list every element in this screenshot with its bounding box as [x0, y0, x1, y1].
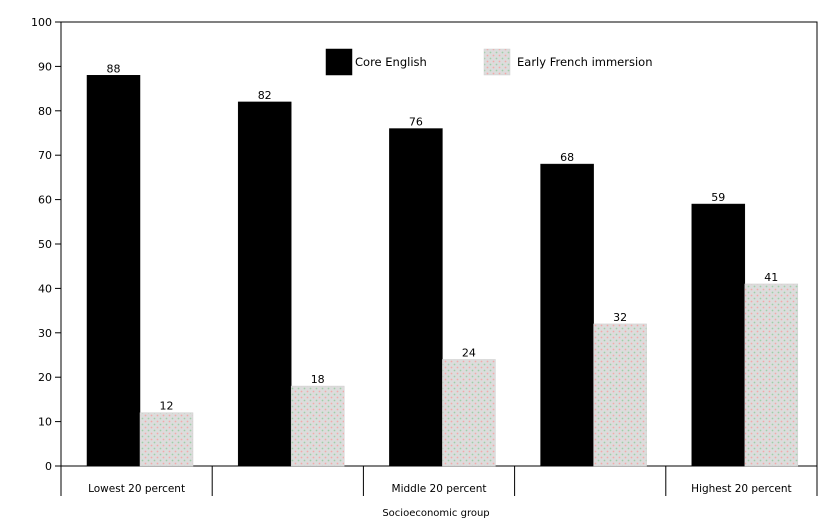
- y-tick-label: 0: [45, 460, 52, 473]
- bar-value-label: 24: [462, 346, 476, 359]
- y-tick-label: 80: [38, 105, 52, 118]
- bar-core-english: [540, 163, 594, 467]
- y-tick-label: 90: [38, 60, 52, 73]
- bar-value-label: 12: [160, 400, 174, 413]
- x-tick-label: Middle 20 percent: [392, 483, 487, 495]
- bar-value-label: 88: [107, 62, 121, 75]
- bar-early-french-immersion: [139, 412, 194, 467]
- bar-core-english: [389, 128, 443, 467]
- bar-value-label: 18: [311, 373, 325, 386]
- y-tick-label: 30: [38, 327, 52, 340]
- bar-value-label: 41: [764, 271, 778, 284]
- y-tick-label: 50: [38, 238, 52, 251]
- y-axis: 0 10 20 30 40 50 60 70 80 90 100: [31, 16, 62, 473]
- y-tick-label: 60: [38, 194, 52, 207]
- y-tick-label: 40: [38, 282, 52, 295]
- bar-early-french-immersion: [290, 385, 345, 467]
- legend-swatch-core-english: [325, 48, 353, 76]
- legend-label-early-french-immersion: Early French immersion: [517, 55, 653, 69]
- bar-core-english: [237, 101, 292, 467]
- legend-label-core-english: Core English: [355, 55, 427, 69]
- y-tick-label: 70: [38, 149, 52, 162]
- bar-value-label: 76: [409, 116, 423, 129]
- y-tick-label: 20: [38, 371, 52, 384]
- bar-value-label: 59: [711, 191, 725, 204]
- x-axis: Lowest 20 percent Middle 20 percent Highes…: [60, 466, 818, 496]
- bar-value-labels: 88 82 76 68 59 12 18 24 32 41: [107, 62, 779, 412]
- bar-early-french-immersion: [593, 323, 647, 467]
- y-tick-label: 10: [38, 416, 52, 429]
- bar-core-english: [86, 75, 141, 467]
- bar-early-french-immersion: [744, 283, 799, 467]
- bar-core-english: [691, 203, 746, 467]
- y-tick-label: 100: [31, 16, 52, 29]
- x-axis-title: Socioeconomic group: [382, 508, 489, 519]
- x-tick-label: Highest 20 percent: [691, 483, 791, 495]
- bar-value-label: 32: [613, 311, 627, 324]
- x-tick-label: Lowest 20 percent: [88, 483, 185, 495]
- legend: Core English Early French immersion: [325, 48, 653, 76]
- bar-value-label: 68: [560, 151, 574, 164]
- legend-swatch-early-french-immersion: [483, 48, 511, 76]
- bars: [86, 75, 799, 467]
- bar-early-french-immersion: [442, 359, 496, 467]
- bar-value-label: 82: [258, 89, 272, 102]
